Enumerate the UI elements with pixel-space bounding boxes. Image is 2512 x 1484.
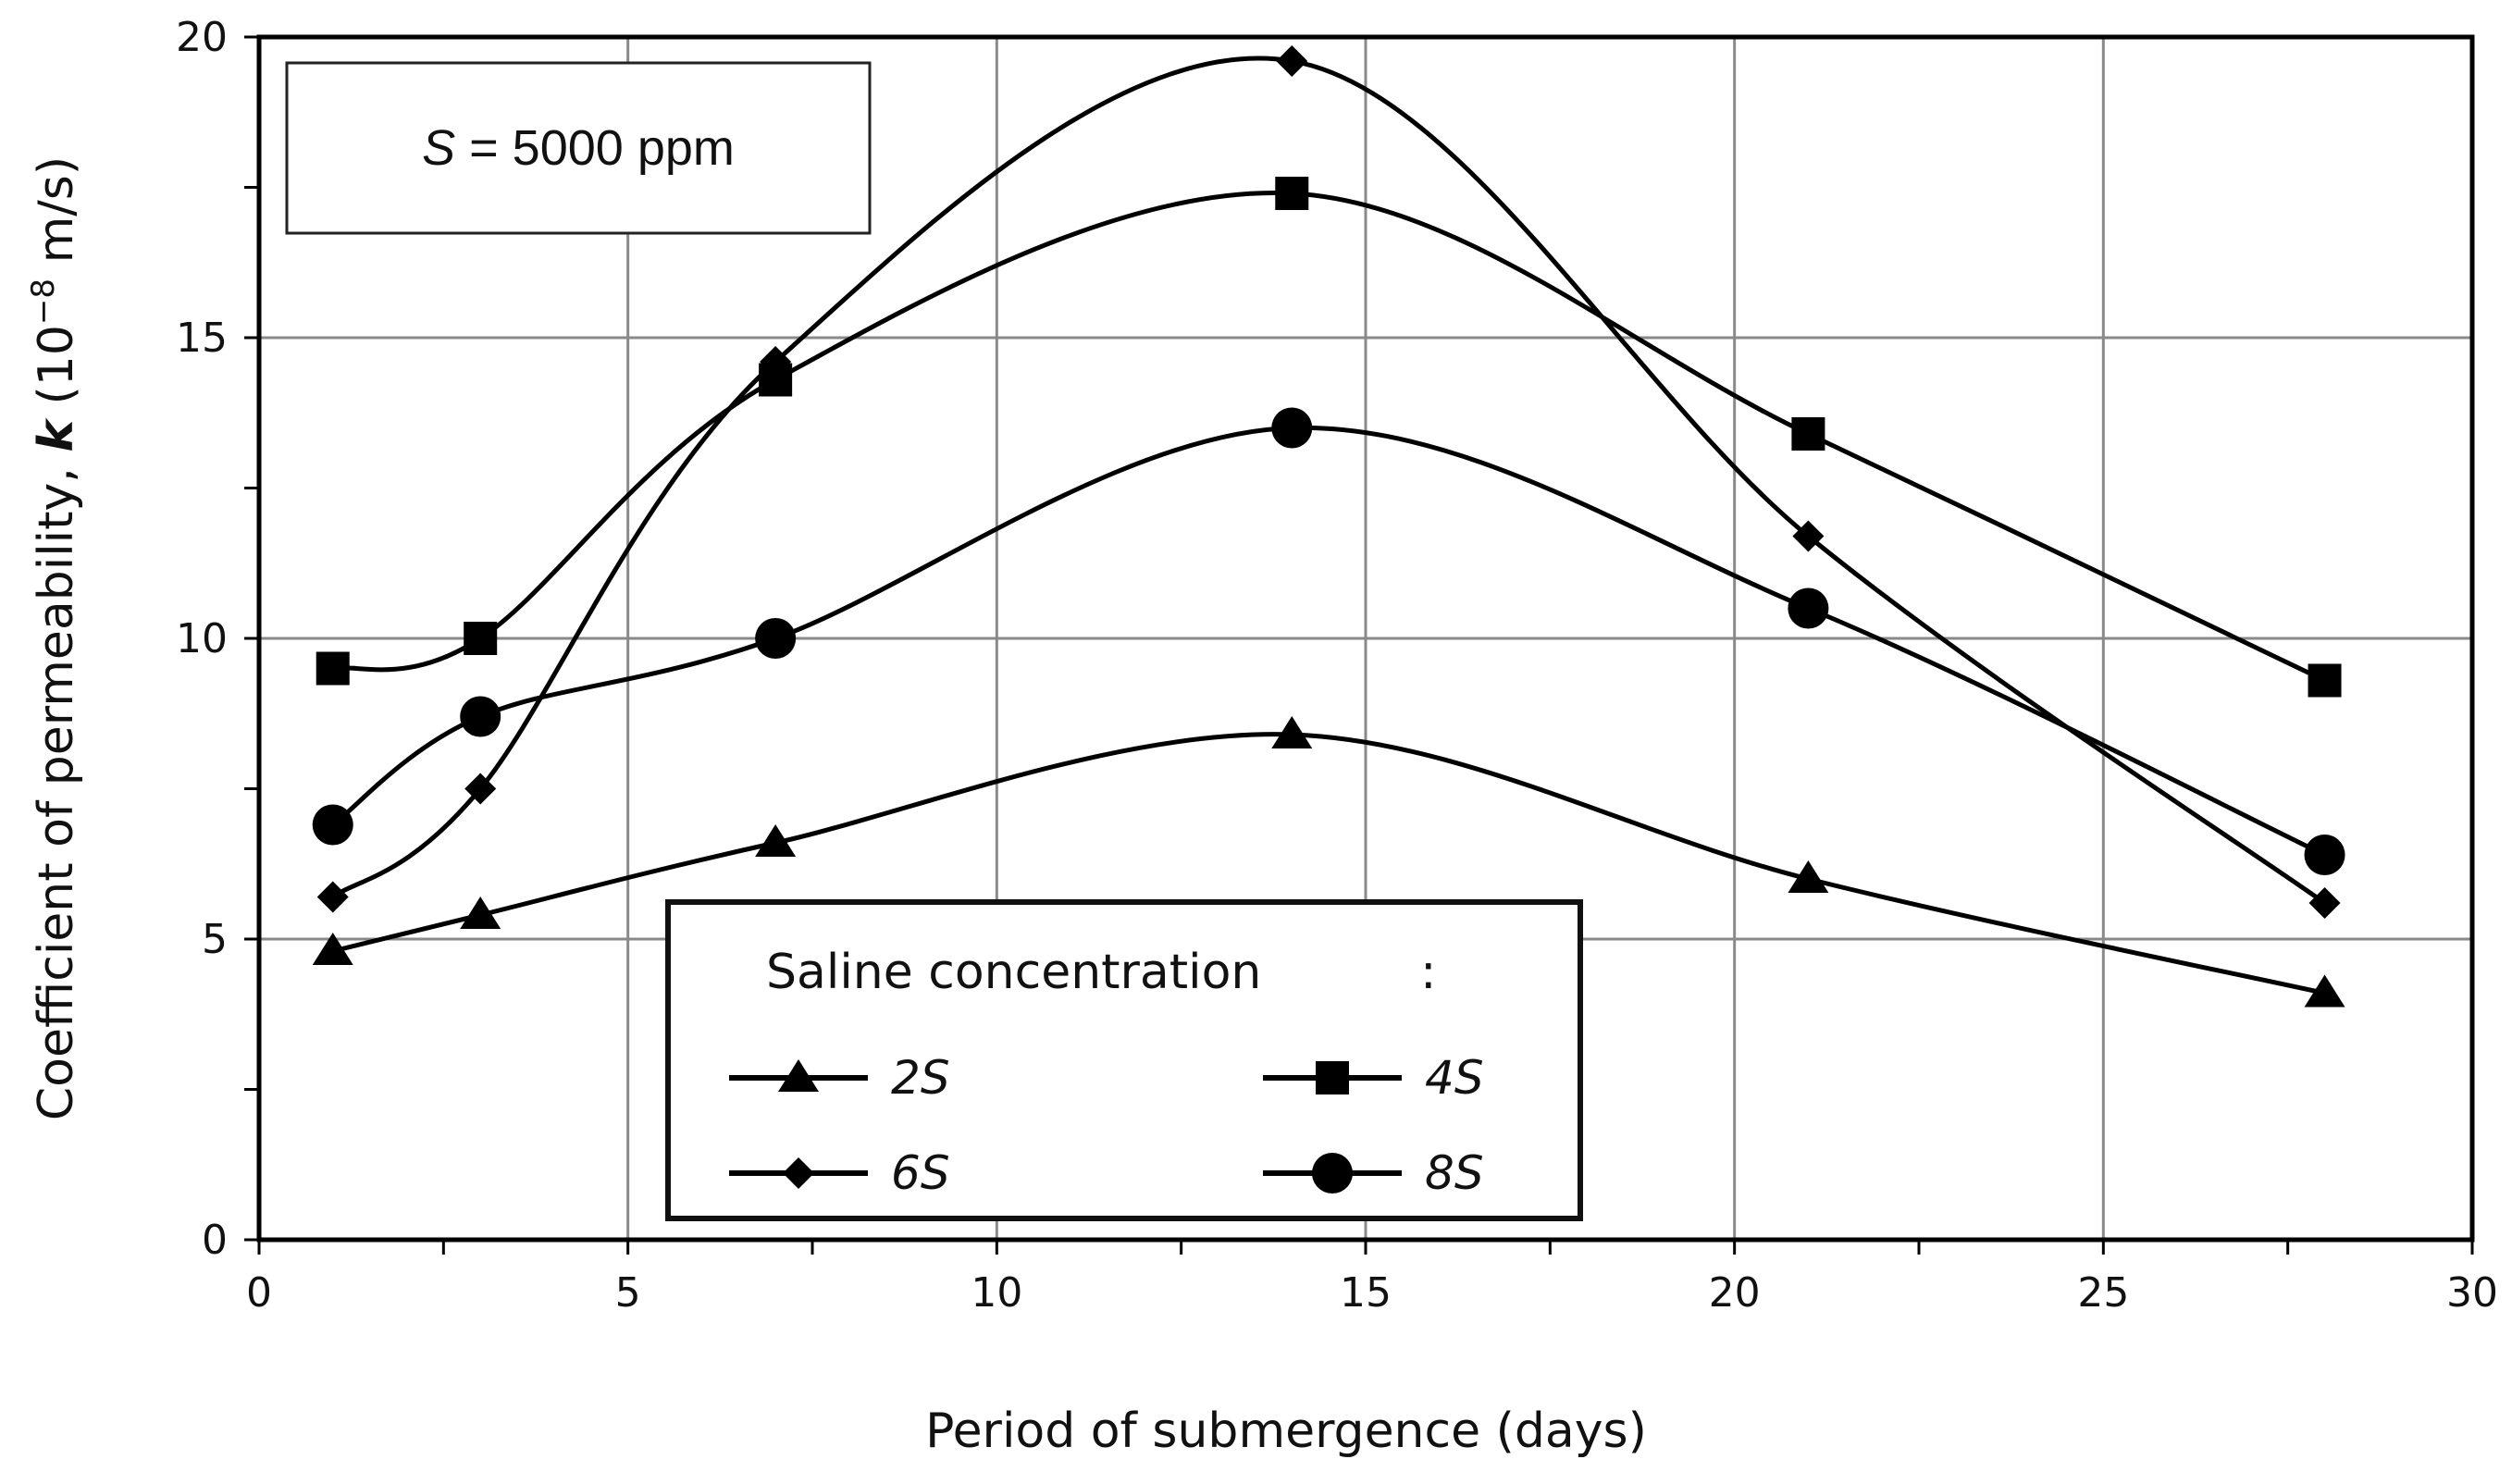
data-point-4s: [1791, 417, 1825, 451]
series-2s: [312, 716, 2345, 1008]
legend-item-4s: 4S: [1263, 1051, 1484, 1105]
series-line-2s: [332, 732, 2326, 996]
data-point-2s: [2304, 974, 2345, 1008]
legend-item-6s: 6S: [729, 1146, 950, 1200]
x-tick-label: 5: [615, 1269, 641, 1317]
y-axis-title-prefix: Coefficient of permeability,: [29, 452, 84, 1121]
y-tick-label: 20: [176, 14, 228, 61]
y-tick-label: 0: [202, 1217, 228, 1264]
y-axis-title-unit-close: m/s): [29, 156, 84, 278]
x-tick-label: 30: [2446, 1269, 2498, 1317]
legend-label: 8S: [1425, 1146, 1484, 1200]
legend-label: 6S: [891, 1146, 950, 1200]
data-point-2s: [460, 897, 501, 929]
annotation-var: S: [422, 120, 455, 176]
y-axis-title-exponent: −8: [25, 278, 62, 325]
annotation-text: S = 5000 ppm: [422, 120, 735, 176]
y-axis-title-var: k: [29, 417, 84, 452]
data-point-8s: [460, 696, 501, 737]
series-6s: [316, 45, 2341, 919]
data-point-6s: [1792, 520, 1825, 552]
y-axis-title-unit-open: (10: [29, 325, 84, 420]
axes: 0 5 10 15 20 25 30 0 5 10 15 20: [176, 14, 2498, 1317]
legend-label-var: S: [921, 1146, 950, 1200]
y-tick-label: 10: [176, 615, 228, 662]
legend-swatch-marker: [778, 1059, 819, 1092]
series-line-6s: [331, 56, 2326, 906]
x-axis-title: Period of submergence (days): [925, 1404, 1647, 1459]
x-tick-label: 20: [1709, 1269, 1761, 1317]
x-tick-label: 10: [971, 1269, 1022, 1317]
y-tick-label: 15: [176, 315, 228, 362]
legend-swatch-marker: [783, 1157, 814, 1189]
data-point-8s: [1788, 587, 1829, 629]
data-point-6s: [760, 346, 792, 377]
data-point-4s: [316, 651, 350, 686]
data-point-8s: [1271, 407, 1313, 449]
series-line-4s: [332, 190, 2326, 683]
data-point-4s: [464, 622, 498, 655]
data-point-6s: [2308, 887, 2341, 919]
legend-swatch-marker: [1316, 1061, 1349, 1094]
annotation-value: = 5000 ppm: [455, 120, 735, 176]
x-tick-label: 25: [2077, 1269, 2129, 1317]
data-point-2s: [1271, 716, 1313, 748]
y-axis-title: Coefficient of permeability, k (10−8 m/s…: [25, 156, 84, 1120]
legend-title: Saline concentration: [766, 945, 1261, 1000]
data-point-4s: [1275, 177, 1309, 210]
data-point-4s: [2308, 663, 2342, 698]
data-point-8s: [312, 804, 353, 846]
legend-label-var: S: [1454, 1146, 1484, 1200]
legend-frame: [665, 899, 1583, 1221]
data-point-2s: [312, 933, 353, 965]
legend-label-num: 2: [891, 1051, 921, 1105]
legend-label-var: S: [1454, 1051, 1484, 1105]
legend-label-var: S: [921, 1051, 950, 1105]
y-tick-label: 5: [202, 916, 228, 963]
legend-label: 4S: [1425, 1051, 1484, 1105]
data-point-6s: [316, 881, 349, 913]
x-tick-label: 0: [246, 1269, 272, 1317]
legend-label-num: 4: [1425, 1051, 1454, 1105]
series-group: [312, 45, 2345, 1008]
legend-swatch-marker: [1312, 1153, 1353, 1193]
legend-item-8s: 8S: [1263, 1146, 1484, 1200]
legend-title-colon: :: [1420, 945, 1437, 1000]
legend-item-2s: 2S: [729, 1051, 950, 1105]
legend-label: 2S: [891, 1051, 950, 1105]
series-8s: [312, 407, 2345, 875]
data-point-8s: [755, 618, 797, 659]
series-line-8s: [331, 425, 2326, 858]
legend-label-num: 6: [891, 1146, 921, 1200]
series-4s: [316, 177, 2342, 698]
data-point-8s: [2304, 835, 2345, 875]
data-point-6s: [464, 773, 497, 805]
legend-label-num: 8: [1425, 1146, 1454, 1200]
data-point-2s: [755, 824, 797, 857]
data-point-2s: [1788, 860, 1829, 893]
annotation-box: S = 5000 ppm: [285, 61, 872, 235]
x-tick-label: 15: [1340, 1269, 1392, 1317]
data-point-6s: [1276, 45, 1308, 77]
